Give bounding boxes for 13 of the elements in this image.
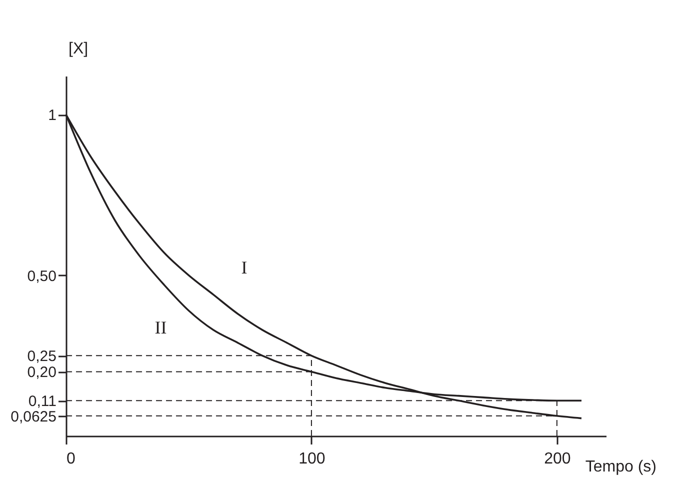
series-label: I xyxy=(241,258,248,278)
y-axis-title: [X] xyxy=(68,40,88,58)
y-tick-label: 0,25 xyxy=(27,348,56,366)
y-tick-label: 0,0625 xyxy=(10,408,56,426)
y-tick-label: 0,11 xyxy=(28,393,56,410)
y-tick-label: 0,50 xyxy=(27,268,56,285)
x-tick-label: 0 xyxy=(66,450,76,468)
x-axis-title: Tempo (s) xyxy=(585,458,656,476)
x-tick-label: 200 xyxy=(544,450,571,468)
x-tick-label: 100 xyxy=(298,450,326,468)
series-label: II xyxy=(154,318,167,338)
y-tick-label: 0,20 xyxy=(27,364,56,382)
y-tick-label: 1 xyxy=(48,107,56,124)
